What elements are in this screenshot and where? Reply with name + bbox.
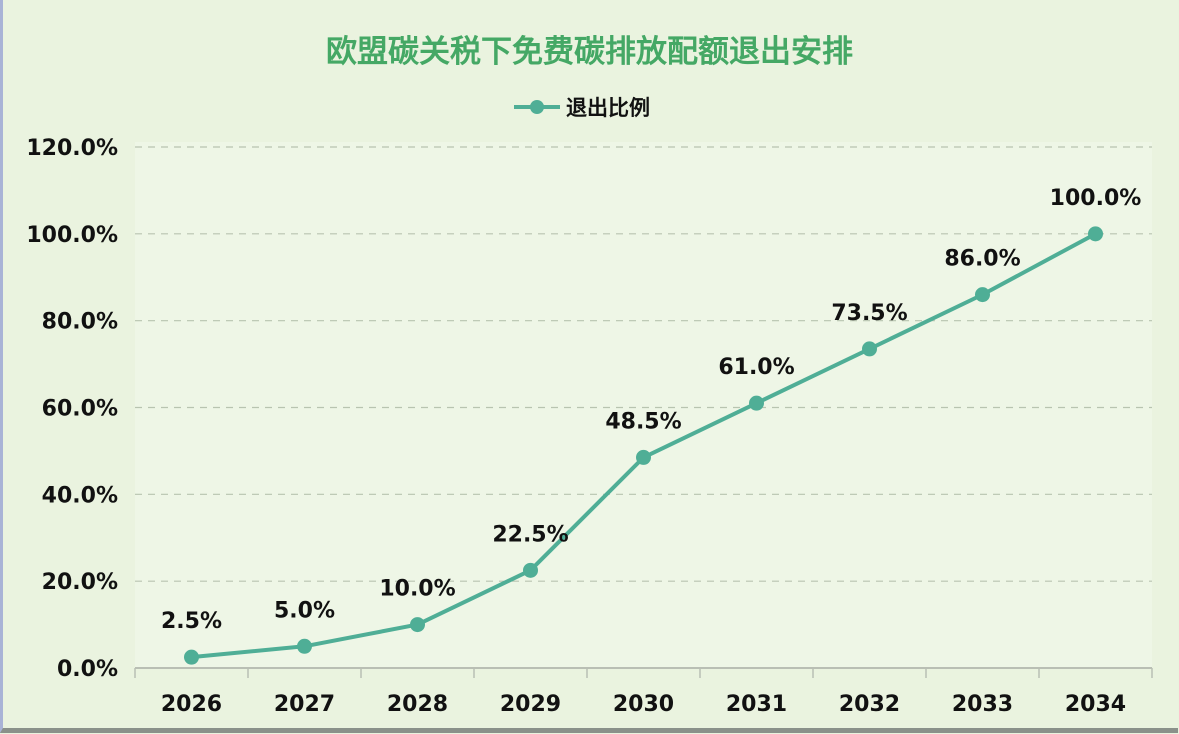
data-label: 61.0% <box>718 355 794 380</box>
data-label: 100.0% <box>1050 186 1142 211</box>
plot-area <box>135 142 1152 668</box>
data-point <box>184 649 199 665</box>
x-tick-label: 2028 <box>387 692 448 717</box>
x-tick-label: 2034 <box>1065 692 1126 717</box>
data-label: 22.5% <box>492 522 568 547</box>
y-tick-label: 120.0% <box>26 136 118 161</box>
legend-label: 退出比例 <box>566 96 650 120</box>
y-tick-label: 80.0% <box>42 310 118 335</box>
data-label: 73.5% <box>831 301 907 326</box>
legend-line-marker-icon <box>514 100 560 114</box>
y-tick-label: 0.0% <box>57 657 118 682</box>
y-tick-label: 100.0% <box>26 223 118 248</box>
x-tick-label: 2030 <box>613 692 674 717</box>
data-label: 86.0% <box>944 247 1020 272</box>
x-tick-label: 2026 <box>161 692 222 717</box>
data-point <box>636 449 651 465</box>
data-point <box>523 562 538 578</box>
x-tick-label: 2032 <box>839 692 900 717</box>
x-tick-label: 2027 <box>274 692 335 717</box>
data-point <box>749 395 764 411</box>
chart-title: 欧盟碳关税下免费碳排放配额退出安排 <box>326 34 853 70</box>
x-tick-label: 2033 <box>952 692 1013 717</box>
data-label: 2.5% <box>161 609 222 634</box>
data-point <box>297 638 312 654</box>
x-tick-label: 2031 <box>726 692 787 717</box>
data-point <box>862 341 877 357</box>
legend: 退出比例 <box>512 92 650 122</box>
data-point <box>975 287 990 303</box>
y-tick-label: 20.0% <box>42 570 118 595</box>
data-label: 5.0% <box>274 598 335 623</box>
data-point <box>1088 226 1103 242</box>
data-label: 48.5% <box>605 409 681 434</box>
x-tick-label: 2029 <box>500 692 561 717</box>
data-point <box>410 617 425 633</box>
y-tick-label: 40.0% <box>42 483 118 508</box>
y-tick-label: 60.0% <box>42 397 118 422</box>
data-label: 10.0% <box>379 577 455 602</box>
